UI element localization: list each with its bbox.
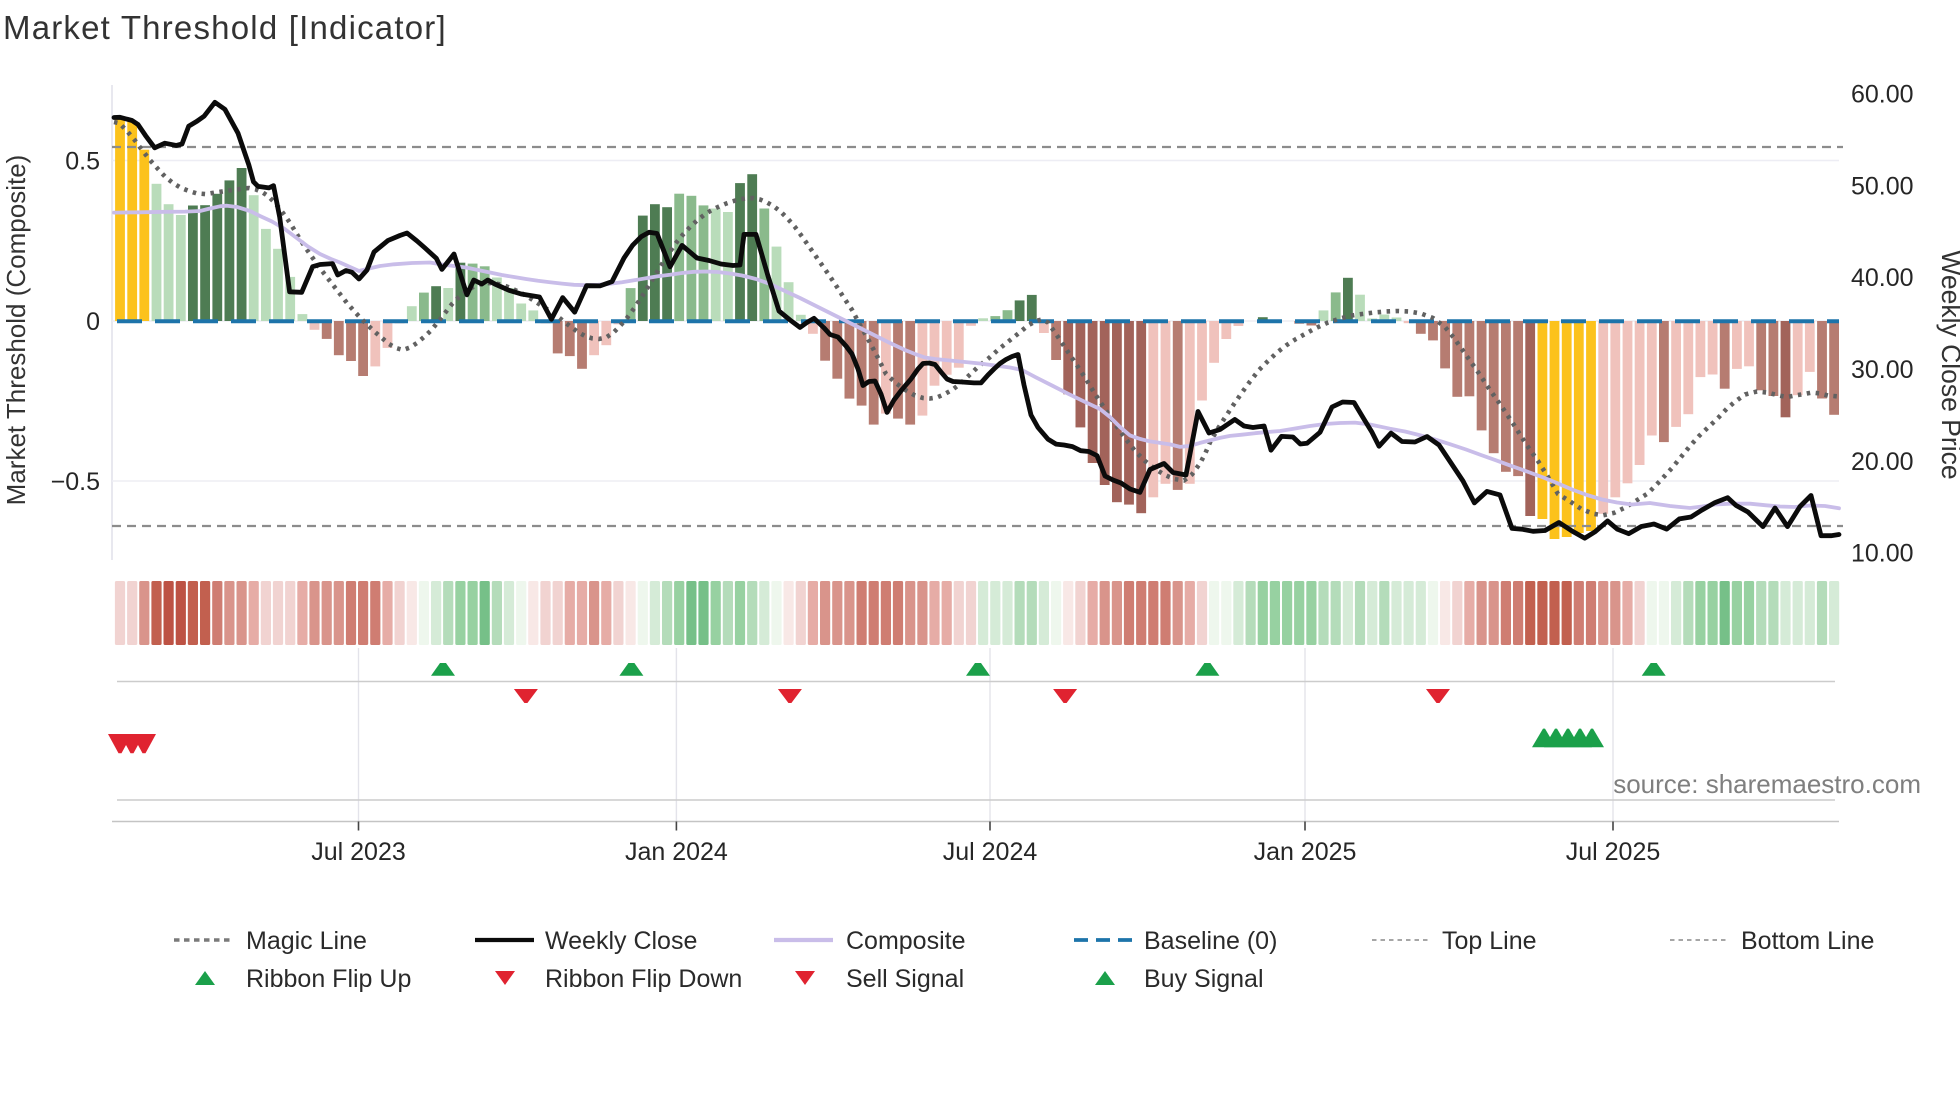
svg-text:Top Line: Top Line bbox=[1442, 927, 1537, 955]
svg-text:Ribbon Flip Up: Ribbon Flip Up bbox=[246, 965, 411, 993]
svg-text:Weekly Close: Weekly Close bbox=[545, 927, 697, 955]
svg-text:Market Threshold (Composite): Market Threshold (Composite) bbox=[1, 155, 31, 506]
svg-text:10.00: 10.00 bbox=[1851, 540, 1914, 568]
svg-text:50.00: 50.00 bbox=[1851, 172, 1914, 200]
svg-text:Bottom Line: Bottom Line bbox=[1741, 927, 1874, 955]
svg-text:Jan 2025: Jan 2025 bbox=[1254, 838, 1357, 866]
svg-text:−0.5: −0.5 bbox=[51, 468, 100, 496]
svg-text:0.5: 0.5 bbox=[65, 148, 100, 176]
svg-text:60.00: 60.00 bbox=[1851, 81, 1914, 109]
svg-text:Weekly Close Price: Weekly Close Price bbox=[1936, 250, 1960, 479]
svg-text:Market Threshold [Indicator]: Market Threshold [Indicator] bbox=[3, 9, 447, 46]
svg-text:40.00: 40.00 bbox=[1851, 264, 1914, 292]
svg-text:0: 0 bbox=[86, 308, 100, 336]
svg-text:source: sharemaestro.com: source: sharemaestro.com bbox=[1613, 769, 1921, 799]
svg-text:Jul 2025: Jul 2025 bbox=[1566, 838, 1661, 866]
svg-text:Jan 2024: Jan 2024 bbox=[625, 838, 728, 866]
svg-text:Jul 2024: Jul 2024 bbox=[943, 838, 1038, 866]
svg-text:30.00: 30.00 bbox=[1851, 356, 1914, 384]
svg-text:Composite: Composite bbox=[846, 927, 966, 955]
svg-text:Buy Signal: Buy Signal bbox=[1144, 965, 1264, 993]
svg-text:Magic Line: Magic Line bbox=[246, 927, 367, 955]
svg-text:Sell Signal: Sell Signal bbox=[846, 965, 964, 993]
svg-text:Jul 2023: Jul 2023 bbox=[311, 838, 406, 866]
svg-text:Ribbon Flip Down: Ribbon Flip Down bbox=[545, 965, 742, 993]
svg-text:Baseline (0): Baseline (0) bbox=[1144, 927, 1277, 955]
svg-text:20.00: 20.00 bbox=[1851, 448, 1914, 476]
